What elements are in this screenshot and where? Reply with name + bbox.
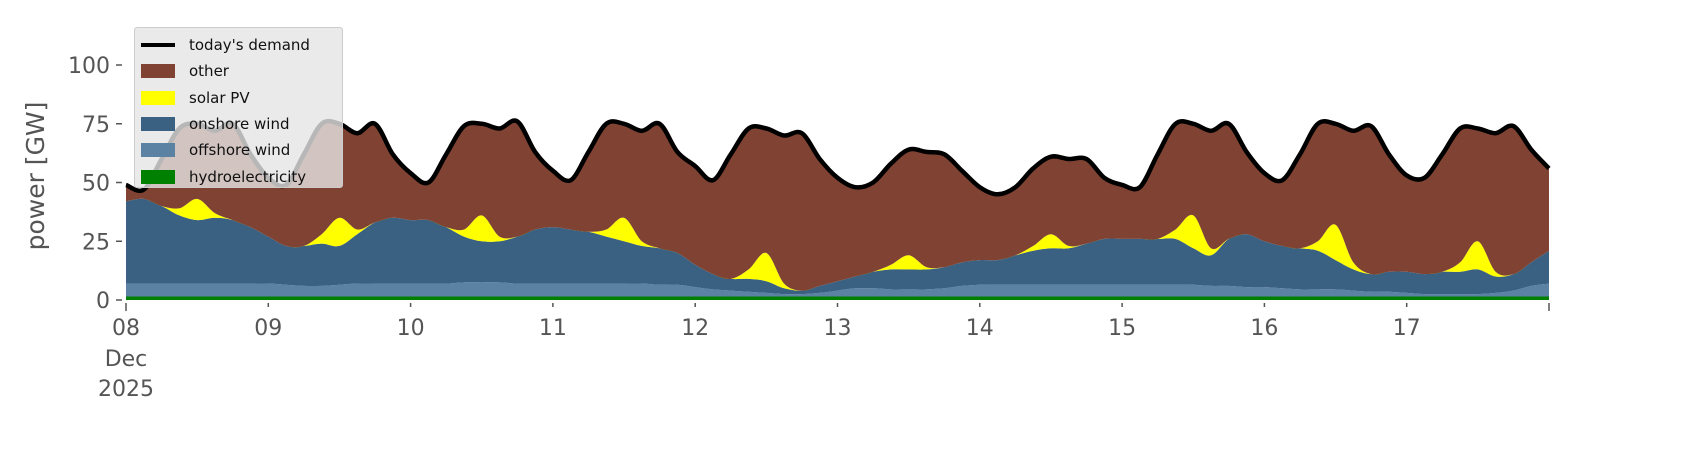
y-axis-label: power [GW] bbox=[21, 102, 50, 251]
legend-label: offshore wind bbox=[189, 141, 291, 160]
x-axis: 08 Dec 2025 09 10 11 12 13 14 15 16 17 bbox=[98, 303, 1550, 402]
legend-item-solar: solar PV bbox=[141, 85, 342, 111]
x-tick-label: 10 bbox=[397, 316, 425, 341]
x-tick-label: 11 bbox=[539, 316, 567, 341]
y-tick-label: 0 bbox=[96, 289, 110, 314]
x-tick-label: 15 bbox=[1108, 316, 1136, 341]
x-tick-label: 17 bbox=[1393, 316, 1421, 341]
area-solar-pv bbox=[126, 198, 1549, 291]
area-onshore-wind bbox=[126, 198, 1549, 295]
stacked-areas bbox=[126, 120, 1549, 300]
legend-item-onshore-wind: onshore wind bbox=[141, 111, 342, 137]
x-tick-label: 16 bbox=[1250, 316, 1278, 341]
y-axis: 0 25 50 75 100 bbox=[68, 54, 122, 314]
y-tick-label: 25 bbox=[82, 230, 110, 255]
legend-label: onshore wind bbox=[189, 115, 290, 134]
legend: today's demand other solar PV onshore wi… bbox=[134, 27, 343, 188]
legend-swatch bbox=[141, 43, 175, 48]
area-other bbox=[126, 120, 1549, 291]
x-tick-sublabel: 2025 bbox=[98, 377, 154, 402]
x-tick-label: 13 bbox=[824, 316, 852, 341]
y-tick-label: 75 bbox=[82, 113, 110, 138]
x-tick-label: 12 bbox=[681, 316, 709, 341]
legend-item-hydro: hydroelectricity bbox=[141, 163, 342, 189]
legend-swatch bbox=[141, 90, 175, 105]
legend-swatch bbox=[141, 64, 175, 79]
demand-line-group bbox=[125, 118, 1551, 197]
demand-line bbox=[125, 118, 1551, 197]
legend-label: hydroelectricity bbox=[189, 167, 307, 186]
legend-item-offshore-wind: offshore wind bbox=[141, 137, 342, 163]
legend-swatch bbox=[141, 169, 175, 184]
legend-item-demand: today's demand bbox=[141, 32, 342, 58]
y-tick-label: 100 bbox=[68, 54, 110, 79]
area-offshore-wind bbox=[126, 282, 1549, 297]
legend-label: today's demand bbox=[189, 36, 310, 55]
legend-label: solar PV bbox=[189, 88, 250, 107]
legend-label: other bbox=[189, 62, 229, 81]
y-tick-label: 50 bbox=[82, 172, 110, 197]
x-tick-sublabel: Dec bbox=[105, 347, 148, 372]
x-tick-label: 14 bbox=[966, 316, 994, 341]
area-hydroelectricity bbox=[126, 296, 1549, 300]
legend-swatch bbox=[141, 117, 175, 132]
legend-swatch bbox=[141, 143, 175, 158]
x-tick-label: 08 bbox=[112, 316, 140, 341]
x-tick-label: 09 bbox=[254, 316, 282, 341]
legend-item-other: other bbox=[141, 58, 342, 84]
